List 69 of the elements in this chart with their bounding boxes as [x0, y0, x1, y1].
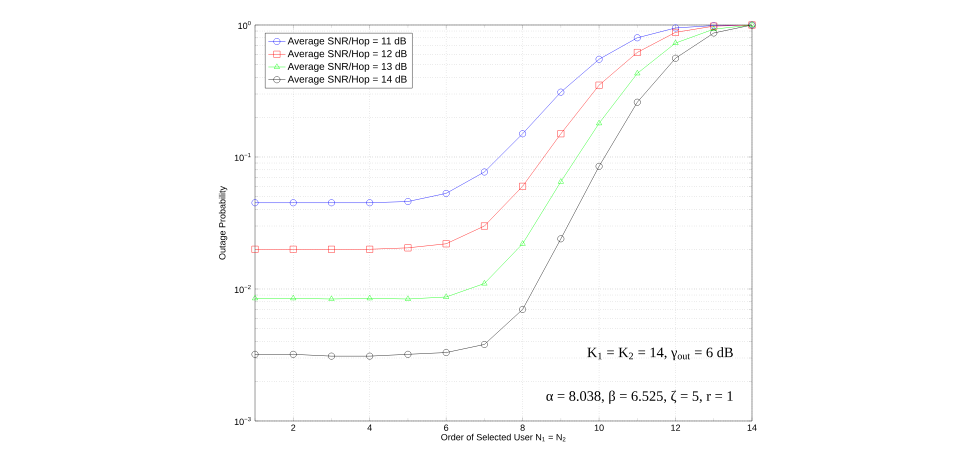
x-tick-label: 4 — [367, 424, 372, 431]
annotation: α = 8.038, β = 6.525, ζ = 5, r = 1 — [546, 390, 733, 404]
point — [634, 49, 641, 56]
point — [290, 246, 297, 253]
point — [558, 178, 564, 184]
point — [404, 244, 412, 252]
point — [519, 130, 526, 138]
point — [596, 120, 602, 126]
legend-label: Average SNR/Hop = 12 dB — [288, 50, 407, 60]
point — [672, 24, 679, 32]
point — [672, 40, 679, 45]
point — [328, 296, 334, 301]
x-axis-title: Order of Selected User N$_{1}$ = N$_{2}$ — [441, 434, 566, 442]
y-axis-title: Outage Probability — [218, 186, 228, 260]
point — [442, 240, 450, 248]
point — [480, 222, 488, 230]
point — [442, 190, 450, 197]
point — [328, 246, 335, 253]
point — [481, 280, 488, 286]
point — [596, 82, 602, 89]
point — [366, 352, 374, 360]
y-tick-label: 10$^{−1}$ — [234, 152, 251, 162]
point — [252, 294, 258, 300]
x-tick-label: 6 — [444, 424, 448, 431]
x-tick-label: 12 — [671, 424, 680, 431]
x-tick-label: 14 — [748, 424, 757, 431]
point — [710, 30, 718, 36]
legend-label: Average SNR/Hop = 14 dB — [288, 75, 407, 85]
point — [634, 34, 641, 42]
point — [557, 88, 564, 96]
point — [480, 341, 488, 348]
legend-label: Average SNR/Hop = 13 dB — [288, 62, 407, 72]
point — [520, 240, 526, 246]
x-tick-label: 2 — [291, 424, 296, 431]
x-tick-label: 10 — [594, 424, 604, 431]
y-tick-label: 10$^{0}$ — [238, 20, 251, 30]
point — [672, 28, 679, 36]
point — [443, 294, 450, 299]
point — [404, 350, 412, 358]
point — [519, 306, 526, 313]
point — [596, 162, 602, 170]
point — [519, 182, 526, 190]
point — [634, 70, 640, 76]
y-tick-label: 10$^{−3}$ — [234, 416, 251, 426]
point — [290, 199, 297, 206]
point — [252, 199, 258, 206]
point — [328, 199, 335, 206]
legend-label: Average SNR/Hop = 11 dB — [288, 37, 406, 46]
point — [404, 198, 412, 205]
point — [634, 98, 641, 106]
point — [710, 26, 717, 31]
point — [672, 54, 679, 62]
point — [557, 130, 564, 138]
point — [442, 349, 450, 356]
point — [290, 350, 297, 358]
y-tick-label: 10$^{−2}$ — [234, 284, 251, 294]
point — [366, 199, 374, 206]
point — [404, 296, 411, 301]
point — [557, 235, 564, 242]
x-tick-label: 8 — [520, 424, 525, 431]
point — [596, 56, 602, 63]
annotation: K$_{1}$ = K$_{2}$ = 14, γ$_{out}$ = 6 dB — [587, 347, 733, 360]
point — [366, 294, 373, 300]
point — [252, 350, 258, 358]
point — [366, 246, 374, 253]
point — [480, 168, 488, 176]
point — [252, 246, 258, 253]
point — [328, 352, 335, 360]
point — [290, 294, 296, 300]
